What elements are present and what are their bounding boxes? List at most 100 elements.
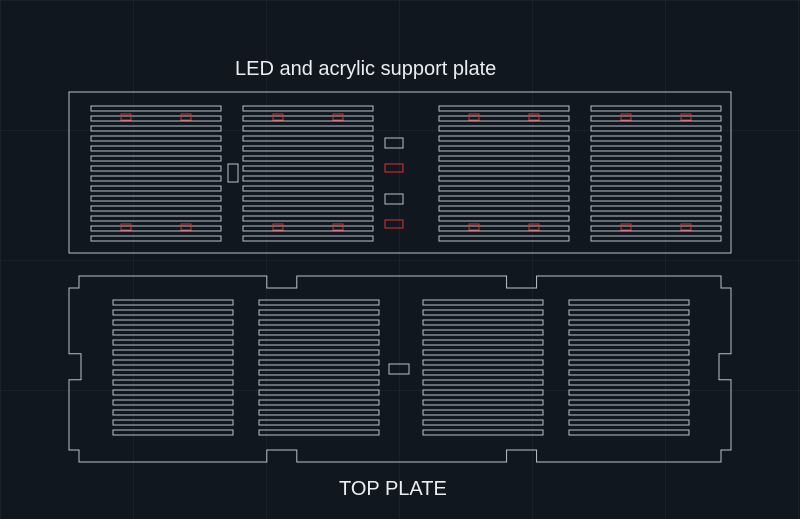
led-icon — [273, 224, 283, 230]
lower-slot — [569, 400, 689, 405]
upper-slot — [91, 146, 221, 151]
upper-slot — [591, 116, 721, 121]
lower-slot — [259, 310, 379, 315]
led-icon — [621, 224, 631, 230]
lower-slot — [569, 320, 689, 325]
lower-slot — [423, 430, 543, 435]
lower-slot — [569, 390, 689, 395]
lower-slot — [423, 420, 543, 425]
upper-slot — [91, 216, 221, 221]
lower-slot — [569, 330, 689, 335]
upper-slot — [439, 206, 569, 211]
upper-slot — [439, 146, 569, 151]
lower-slot — [423, 370, 543, 375]
lower-slot — [423, 410, 543, 415]
upper-slot — [243, 186, 373, 191]
upper-slot — [439, 166, 569, 171]
lower-slot — [259, 320, 379, 325]
upper-slot — [91, 226, 221, 231]
upper-slot — [243, 196, 373, 201]
upper-slot — [591, 206, 721, 211]
lower-slot — [423, 350, 543, 355]
center-sep-white — [385, 138, 403, 148]
lower-slot — [113, 390, 233, 395]
upper-slot — [243, 106, 373, 111]
upper-slot — [243, 116, 373, 121]
upper-slot — [243, 166, 373, 171]
led-icon — [181, 114, 191, 120]
led-icon — [273, 114, 283, 120]
lower-slot — [569, 370, 689, 375]
upper-slot — [91, 126, 221, 131]
lower-slot — [259, 420, 379, 425]
upper-slot — [439, 106, 569, 111]
lower-center-sep — [389, 364, 409, 374]
lower-slot — [113, 410, 233, 415]
upper-slot — [439, 116, 569, 121]
upper-slot — [243, 216, 373, 221]
lower-slot — [569, 340, 689, 345]
upper-slot — [591, 226, 721, 231]
lower-slot — [569, 380, 689, 385]
led-icon — [121, 224, 131, 230]
lower-slot — [259, 360, 379, 365]
upper-slot — [91, 136, 221, 141]
upper-slot — [591, 196, 721, 201]
lower-slot — [259, 380, 379, 385]
upper-slot — [91, 166, 221, 171]
led-icon — [469, 114, 479, 120]
upper-slot — [591, 176, 721, 181]
lower-slot — [113, 300, 233, 305]
upper-slot — [591, 106, 721, 111]
lower-slot — [113, 380, 233, 385]
lower-slot — [423, 310, 543, 315]
label-lower: TOP PLATE — [339, 478, 447, 501]
upper-slot — [591, 136, 721, 141]
upper-slot — [591, 186, 721, 191]
upper-slot — [439, 196, 569, 201]
led-icon — [121, 114, 131, 120]
lower-slot — [423, 390, 543, 395]
led-icon — [333, 224, 343, 230]
led-icon — [529, 224, 539, 230]
upper-slot — [591, 146, 721, 151]
upper-slot — [243, 156, 373, 161]
lower-slot — [423, 380, 543, 385]
upper-slot — [91, 186, 221, 191]
upper-slot — [91, 206, 221, 211]
lower-slot — [259, 430, 379, 435]
lower-slot — [569, 360, 689, 365]
upper-slot — [243, 206, 373, 211]
lower-slot — [259, 390, 379, 395]
lower-slot — [113, 310, 233, 315]
center-sep-red — [385, 164, 403, 172]
lower-slot — [259, 330, 379, 335]
lower-slot — [113, 360, 233, 365]
label-upper: LED and acrylic support plate — [235, 58, 496, 81]
lower-slot — [569, 410, 689, 415]
lower-slot — [259, 300, 379, 305]
lower-border — [69, 276, 731, 462]
lower-slot — [423, 330, 543, 335]
lower-slot — [113, 430, 233, 435]
lower-slot — [569, 350, 689, 355]
lower-slot — [259, 410, 379, 415]
lower-slot — [423, 320, 543, 325]
lower-slot — [423, 400, 543, 405]
led-icon — [681, 114, 691, 120]
upper-slot — [591, 166, 721, 171]
upper-slot — [91, 236, 221, 241]
upper-slot — [243, 136, 373, 141]
led-icon — [529, 114, 539, 120]
led-icon — [681, 224, 691, 230]
upper-slot — [91, 196, 221, 201]
center-sep-red — [385, 220, 403, 228]
lower-slot — [113, 330, 233, 335]
upper-slot — [591, 156, 721, 161]
upper-plate — [67, 90, 733, 255]
lower-plate — [67, 274, 733, 464]
led-icon — [181, 224, 191, 230]
lower-slot — [569, 310, 689, 315]
upper-slot — [243, 226, 373, 231]
upper-slot — [591, 216, 721, 221]
